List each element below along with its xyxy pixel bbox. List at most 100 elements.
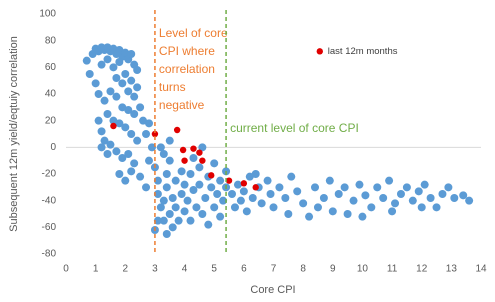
y-tick-label: 80 bbox=[45, 35, 57, 46]
point bbox=[444, 183, 453, 192]
point bbox=[408, 196, 417, 205]
point bbox=[103, 55, 112, 64]
point bbox=[103, 150, 112, 158]
point bbox=[165, 136, 174, 145]
point bbox=[287, 172, 296, 181]
point bbox=[391, 199, 400, 208]
point bbox=[257, 199, 266, 208]
point bbox=[159, 150, 168, 158]
point bbox=[248, 194, 257, 202]
y-tick-label: -60 bbox=[42, 222, 57, 233]
x-tick-label: 7 bbox=[271, 264, 277, 275]
y-axis-title: Subsequent 12m yield/eqtuiy correlation bbox=[8, 36, 20, 232]
x-tick-label: 0 bbox=[63, 264, 69, 275]
point bbox=[183, 196, 192, 205]
point bbox=[414, 187, 423, 196]
point bbox=[293, 187, 302, 196]
annotation: CPI where bbox=[159, 44, 215, 58]
point bbox=[100, 136, 109, 145]
x-tick-label: 13 bbox=[446, 264, 458, 275]
annotation: correlation bbox=[159, 62, 215, 76]
point bbox=[97, 143, 106, 152]
point bbox=[121, 70, 130, 78]
point bbox=[130, 159, 139, 168]
point bbox=[133, 83, 142, 92]
x-axis-title: Core CPI bbox=[250, 284, 295, 296]
point bbox=[130, 110, 139, 118]
point bbox=[334, 190, 343, 198]
point bbox=[162, 183, 171, 192]
y-tick-label: 0 bbox=[50, 142, 56, 153]
point bbox=[130, 92, 139, 101]
point bbox=[97, 127, 106, 136]
point bbox=[459, 191, 468, 200]
point bbox=[230, 203, 239, 212]
point bbox=[426, 194, 435, 202]
x-tick-label: 4 bbox=[182, 264, 188, 275]
point bbox=[313, 203, 322, 212]
point bbox=[216, 212, 225, 221]
point bbox=[180, 180, 189, 189]
point bbox=[165, 156, 174, 165]
x-tick-label: 11 bbox=[387, 264, 398, 275]
annotation: current level of core CPI bbox=[230, 121, 359, 135]
point bbox=[159, 196, 168, 205]
point bbox=[85, 70, 94, 78]
point bbox=[145, 119, 153, 128]
point bbox=[349, 196, 358, 205]
point bbox=[162, 230, 171, 238]
legend-marker bbox=[316, 48, 323, 55]
point bbox=[201, 194, 210, 202]
point bbox=[192, 203, 201, 212]
point bbox=[100, 96, 109, 105]
point bbox=[124, 87, 133, 96]
point bbox=[181, 157, 188, 164]
point bbox=[153, 216, 162, 225]
point bbox=[186, 170, 195, 178]
point bbox=[112, 92, 121, 101]
point bbox=[196, 149, 203, 156]
point bbox=[432, 203, 441, 212]
point bbox=[142, 130, 151, 138]
point bbox=[204, 220, 213, 229]
point bbox=[450, 194, 459, 202]
point bbox=[136, 172, 145, 181]
point bbox=[109, 63, 118, 72]
point bbox=[361, 191, 370, 200]
x-tick-label: 1 bbox=[93, 264, 99, 275]
point bbox=[173, 126, 181, 134]
point bbox=[124, 106, 133, 114]
legend-label: last 12m months bbox=[328, 46, 398, 57]
point bbox=[438, 190, 447, 198]
point bbox=[112, 74, 121, 82]
point bbox=[216, 176, 225, 185]
point bbox=[147, 143, 156, 152]
point bbox=[121, 123, 130, 132]
point bbox=[136, 103, 145, 112]
point bbox=[465, 196, 474, 205]
point bbox=[153, 190, 162, 198]
point bbox=[199, 157, 206, 164]
point bbox=[94, 90, 103, 98]
point bbox=[165, 210, 174, 218]
x-tick-label: 9 bbox=[330, 264, 336, 275]
point bbox=[145, 156, 153, 165]
point bbox=[269, 203, 278, 212]
point bbox=[189, 154, 198, 162]
point bbox=[94, 116, 103, 125]
point bbox=[186, 216, 195, 225]
point bbox=[118, 79, 127, 88]
y-tick-label: -40 bbox=[42, 195, 57, 206]
point bbox=[228, 190, 236, 198]
annotation: Level of core bbox=[159, 26, 228, 40]
x-tick-label: 12 bbox=[416, 264, 428, 275]
point bbox=[171, 203, 180, 212]
point bbox=[133, 136, 142, 145]
y-tick-label: 100 bbox=[39, 9, 56, 20]
point bbox=[281, 194, 290, 202]
point bbox=[171, 176, 180, 185]
point bbox=[153, 176, 162, 185]
point bbox=[305, 212, 314, 221]
y-tick-label: 40 bbox=[45, 89, 57, 100]
